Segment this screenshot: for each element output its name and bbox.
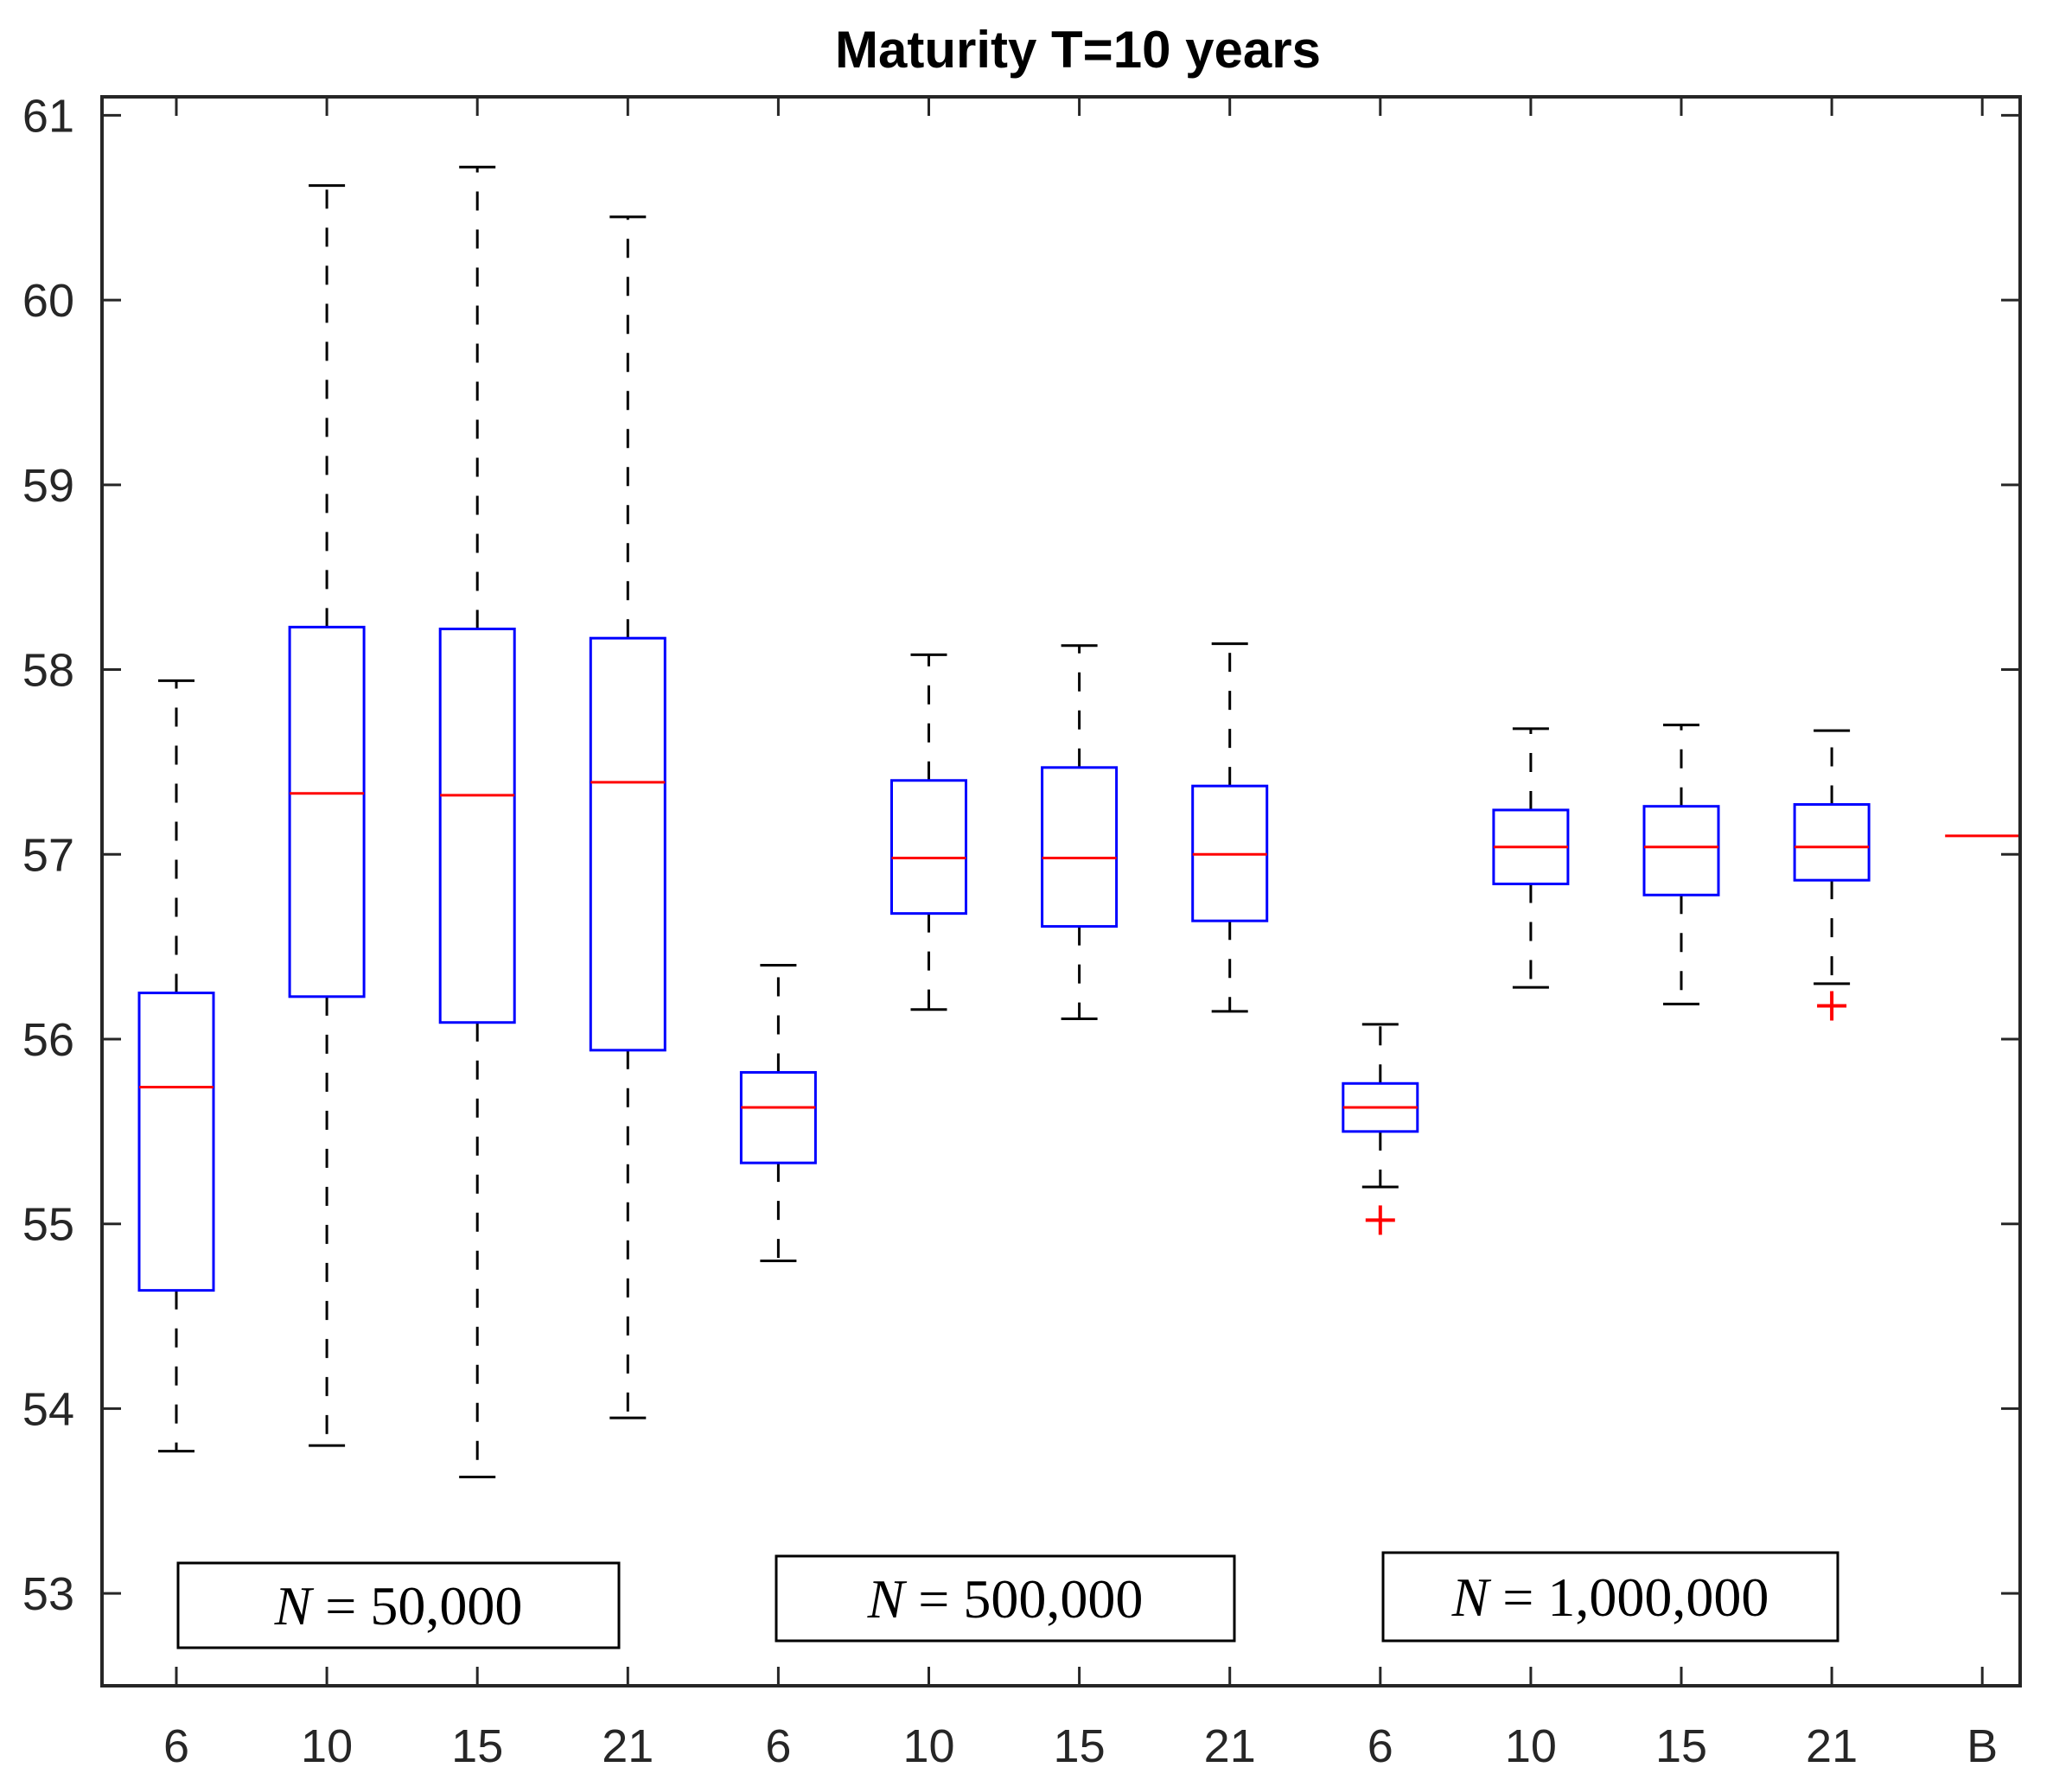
chart-title: Maturity T=10 years — [835, 21, 1321, 79]
box-6 — [1041, 644, 1119, 1020]
annotation-box-2: N = 1,000,000 — [1381, 1551, 1839, 1643]
y-tick-label: 58 — [22, 645, 74, 697]
box-0 — [137, 679, 215, 1453]
annotation-equals: = — [904, 1568, 963, 1630]
y-tick-label: 59 — [22, 460, 74, 512]
x-tick-label: B — [1967, 1720, 1998, 1772]
y-tick-label: 54 — [22, 1383, 74, 1435]
box-8 — [1342, 1023, 1419, 1235]
box-iqr — [1041, 766, 1119, 928]
y-tick-label: 57 — [22, 829, 74, 881]
x-tick-label: 21 — [1806, 1720, 1858, 1772]
annotation-equals: = — [311, 1575, 370, 1636]
annotation-frame — [1381, 1551, 1839, 1643]
annotation-rhs: 50,000 — [370, 1575, 522, 1636]
box-4 — [739, 963, 817, 1262]
box-iqr — [288, 625, 366, 998]
y-tick-label: 56 — [22, 1014, 74, 1066]
box-iqr — [589, 636, 666, 1052]
x-tick-label: 6 — [163, 1720, 189, 1772]
annotation-label: N = 500,000 — [867, 1568, 1144, 1630]
annotations-layer: N = 50,000 N = 500,000 N = 1,000,000 — [176, 1551, 1839, 1649]
x-tick-label: 6 — [765, 1720, 791, 1772]
y-axis-labels: 53 54 55 56 57 58 59 60 61 — [22, 90, 74, 1620]
annotation-equals: = — [1489, 1566, 1547, 1628]
box-iqr — [438, 628, 516, 1024]
y-axis-ticks — [102, 97, 2020, 1686]
x-tick-label: 10 — [1505, 1720, 1557, 1772]
y-tick-label: 53 — [22, 1568, 74, 1620]
box-iqr — [739, 1070, 817, 1164]
x-tick-label: 10 — [902, 1720, 954, 1772]
x-tick-label: 10 — [301, 1720, 353, 1772]
x-tick-label: 6 — [1368, 1720, 1393, 1772]
box-iqr — [1642, 805, 1720, 896]
annotation-frame — [176, 1561, 621, 1649]
annotation-label: N = 1,000,000 — [1451, 1566, 1769, 1628]
box-iqr — [1793, 803, 1871, 882]
x-tick-label: 15 — [1655, 1720, 1707, 1772]
boxes-layer — [137, 165, 2020, 1478]
box-1 — [288, 184, 366, 1447]
x-tick-label: 21 — [602, 1720, 653, 1772]
annotation-rhs: 1,000,000 — [1547, 1566, 1769, 1628]
plot-area-frame — [100, 95, 2022, 1687]
y-tick-label: 55 — [22, 1199, 74, 1251]
annotation-label: N = 50,000 — [274, 1575, 523, 1636]
box-iqr — [137, 992, 215, 1292]
x-tick-label: 15 — [1054, 1720, 1106, 1772]
annotation-frame — [775, 1554, 1236, 1643]
outlier-marker — [1817, 991, 1847, 1021]
box-3 — [589, 215, 666, 1420]
x-tick-label: 21 — [1204, 1720, 1256, 1772]
box-2 — [438, 165, 516, 1478]
y-tick-label: 61 — [22, 90, 74, 142]
annotation-lhs: N — [867, 1568, 908, 1630]
box-9 — [1492, 727, 1570, 989]
annotation-box-1: N = 500,000 — [775, 1554, 1236, 1643]
outlier-marker — [1365, 1205, 1395, 1235]
box-5 — [890, 653, 967, 1011]
box-iqr — [890, 779, 967, 916]
x-tick-label: 15 — [451, 1720, 503, 1772]
y-tick-label: 60 — [22, 275, 74, 327]
annotation-rhs: 500,000 — [963, 1568, 1143, 1630]
annotation-lhs: N — [274, 1575, 315, 1636]
x-axis-labels: 6 10 15 21 6 10 15 21 6 10 15 21 B — [163, 1720, 1998, 1772]
annotation-box-0: N = 50,000 — [176, 1561, 621, 1649]
box-7 — [1191, 642, 1269, 1013]
box-10 — [1642, 724, 1720, 1005]
annotation-lhs: N — [1451, 1566, 1492, 1628]
box-11 — [1793, 729, 1871, 1021]
